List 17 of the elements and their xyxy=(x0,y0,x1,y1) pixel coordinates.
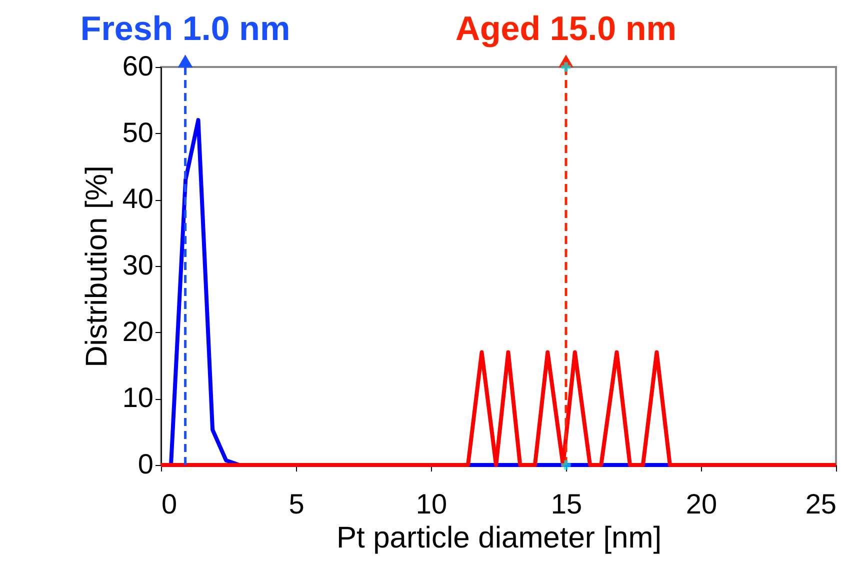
y-tick-label: 0 xyxy=(138,448,154,480)
x-tick-label: 10 xyxy=(416,488,448,520)
ref-line-label: Aged 15.0 nm xyxy=(455,10,677,48)
y-tick-label: 20 xyxy=(122,316,154,347)
y-tick-label: 60 xyxy=(122,50,154,82)
y-axis-title: Distribution [%] xyxy=(80,166,114,368)
y-tick-label: 40 xyxy=(122,183,154,214)
x-tick-label: 25 xyxy=(805,488,836,520)
x-tick-label: 0 xyxy=(162,488,178,520)
ref-line-label: Fresh 1.0 nm xyxy=(80,10,290,48)
x-axis-title: Pt particle diameter [nm] xyxy=(336,522,662,554)
y-tick-label: 30 xyxy=(122,250,154,280)
x-tick-label: 20 xyxy=(686,488,718,520)
y-tick-label: 10 xyxy=(122,382,154,414)
x-tick-label: 15 xyxy=(550,488,582,520)
y-tick-label: 50 xyxy=(122,116,154,148)
x-tick-label: 5 xyxy=(288,488,304,520)
